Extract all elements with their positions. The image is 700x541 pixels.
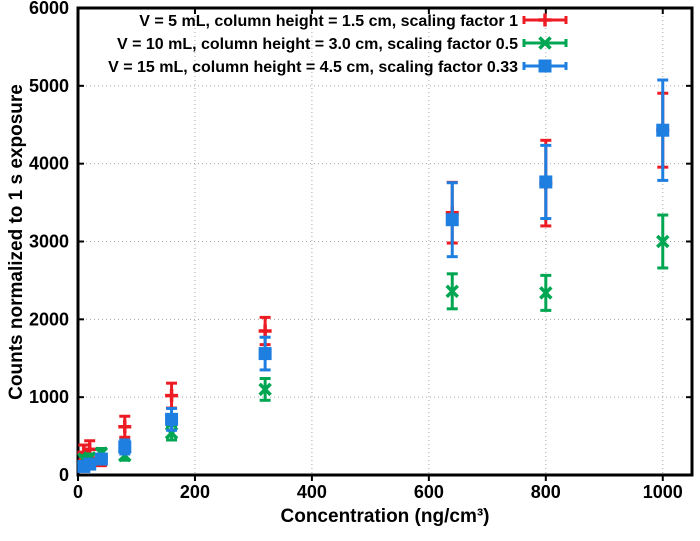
series-square (77, 78, 670, 473)
x-tick-label: 200 (180, 482, 210, 502)
data-point-marker-square (258, 347, 272, 361)
data-point-marker-square (118, 440, 132, 454)
data-point-marker-square (656, 123, 670, 137)
y-tick-label: 3000 (29, 232, 69, 252)
data-point-marker-x (656, 234, 670, 249)
legend-marker-sample (522, 59, 568, 73)
axis-ticks (77, 7, 692, 481)
x-tick-label: 600 (414, 482, 444, 502)
x-tick-label: 800 (531, 482, 561, 502)
data-point-marker-square (538, 59, 552, 73)
data-point-marker-x (539, 286, 553, 300)
y-tick-label: 0 (59, 465, 69, 485)
x-tick-label: 1000 (643, 482, 683, 502)
legend-marker-sample (522, 13, 568, 27)
data-point-marker-square (83, 457, 97, 471)
x-tick-label: 0 (73, 482, 83, 502)
tick-labels: 0 200 400 600 800 1000 0 1000 2000 3000 4000 5000 60… (29, 0, 683, 502)
legend-markers (522, 13, 568, 73)
data-points (77, 78, 670, 473)
y-axis-label: Counts normalized to 1 s exposure (6, 84, 27, 400)
data-point-marker-square (445, 213, 459, 227)
data-point-marker-square (165, 412, 179, 426)
data-point-marker-x (445, 284, 459, 299)
x-tick-label: 400 (297, 482, 327, 502)
y-tick-label: 6000 (29, 0, 69, 18)
legend-marker-sample (522, 36, 568, 50)
data-point-marker-square (539, 175, 553, 189)
legend-entry-red-label: V = 5 mL, column height = 1.5 cm, scalin… (139, 13, 518, 30)
legend-entry-green-label: V = 10 mL, column height = 3.0 cm, scali… (117, 36, 518, 53)
y-tick-label: 5000 (29, 76, 69, 96)
data-point-marker-square (94, 452, 108, 466)
series-x (77, 213, 670, 466)
y-tick-label: 1000 (29, 387, 69, 407)
data-point-marker-x (258, 382, 272, 397)
y-tick-label: 4000 (29, 154, 69, 174)
x-axis-label: Concentration (ng/cm³) (281, 506, 490, 527)
legend-entry-blue-label: V = 15 mL, column height = 4.5 cm, scali… (108, 59, 518, 76)
y-tick-label: 2000 (29, 309, 69, 329)
data-point-marker-x (538, 36, 552, 50)
